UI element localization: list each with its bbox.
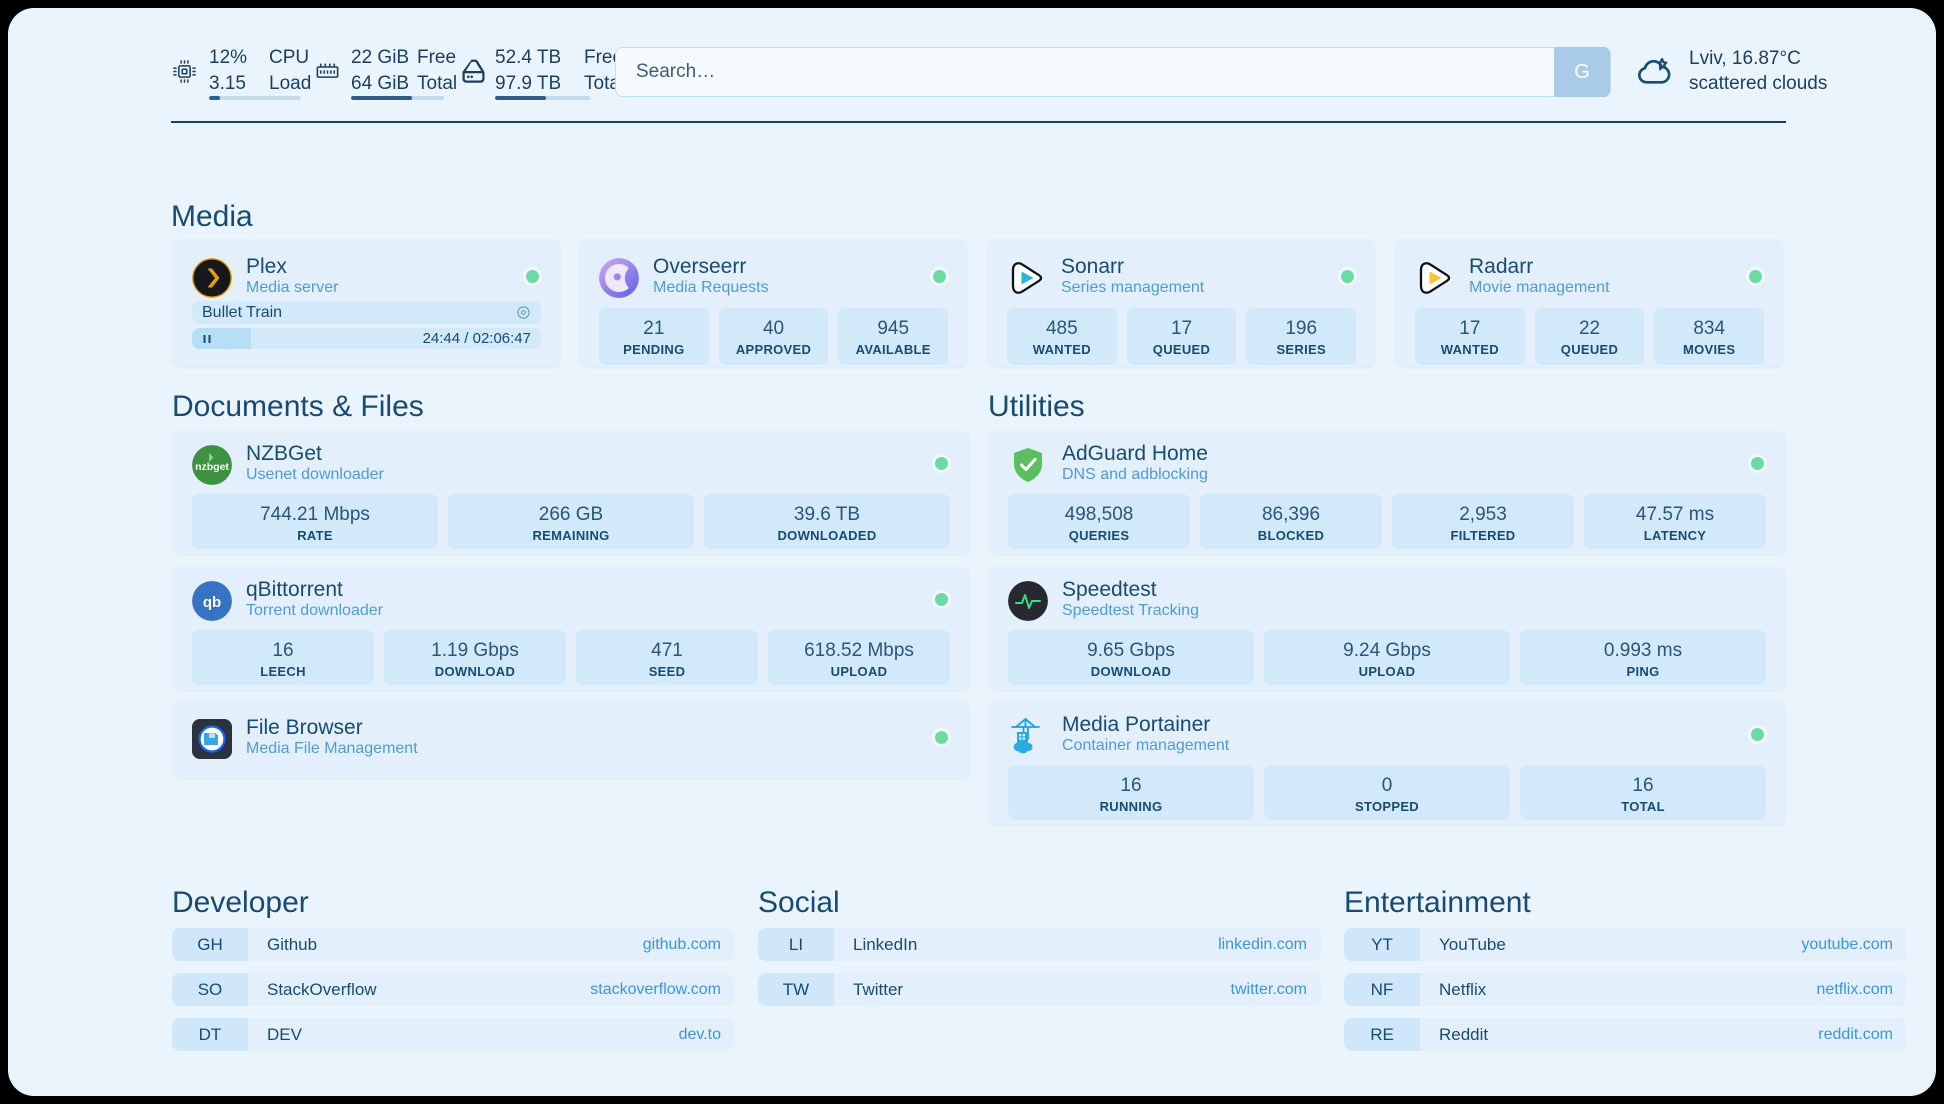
svg-text:nzbget: nzbget: [195, 461, 229, 473]
svg-text:qb: qb: [203, 594, 221, 611]
